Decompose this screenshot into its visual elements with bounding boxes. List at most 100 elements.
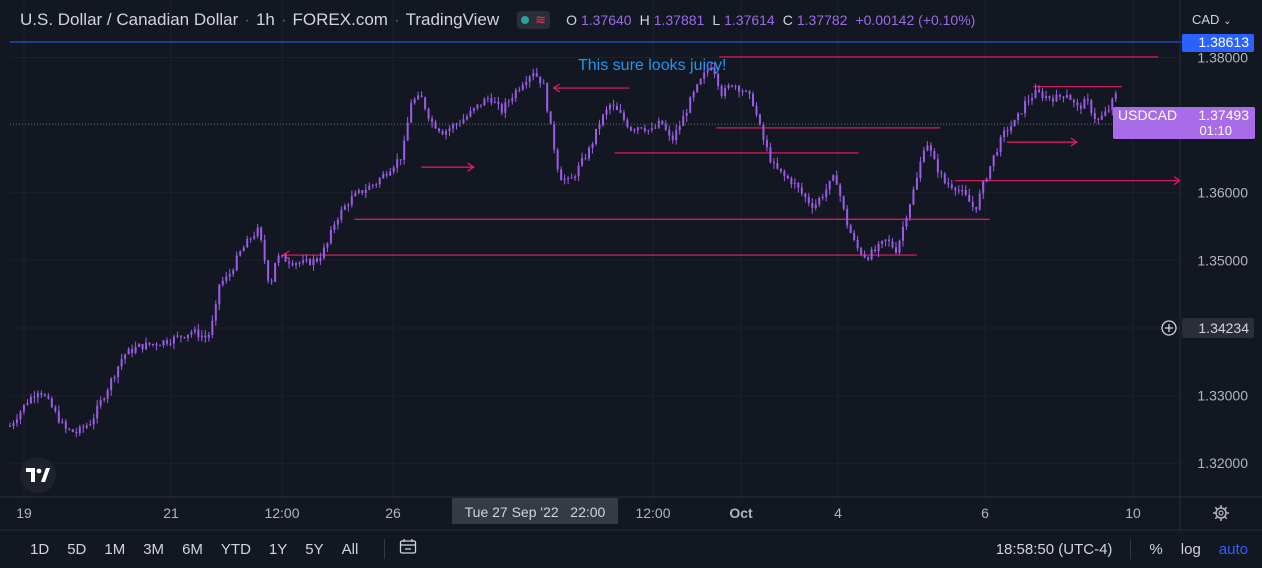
candle-body — [779, 168, 782, 172]
candle-body — [957, 190, 960, 192]
range-all-button[interactable]: All — [341, 540, 359, 558]
market-status[interactable]: ≋ — [517, 11, 551, 29]
candle-body — [814, 204, 817, 209]
high-value: 1.37881 — [653, 12, 705, 28]
log-scale-button[interactable]: log — [1180, 540, 1201, 558]
candle-body — [748, 90, 751, 94]
candle-body — [776, 163, 779, 169]
candle-body — [996, 152, 999, 156]
candle-body — [514, 90, 517, 99]
candle-body — [738, 86, 741, 92]
candle-body — [1034, 89, 1037, 99]
candle-body — [493, 101, 496, 103]
candle-body — [375, 184, 378, 186]
candle-body — [36, 393, 39, 398]
candle-body — [1006, 130, 1009, 132]
tradingview-logo-icon[interactable] — [20, 457, 56, 493]
candle-body — [486, 98, 489, 100]
settings-gear-icon[interactable] — [1213, 505, 1229, 521]
candles — [9, 62, 1117, 438]
auto-scale-button[interactable]: auto — [1218, 540, 1248, 558]
interval[interactable]: 1h — [255, 10, 275, 29]
candle-body — [82, 426, 85, 428]
symbol-name[interactable]: U.S. Dollar / Canadian Dollar — [20, 10, 239, 29]
candle-body — [706, 70, 709, 73]
candle-body — [563, 178, 566, 181]
crosshair-time: Tue 27 Sep '22 22:00 — [465, 504, 606, 520]
range-1d-button[interactable]: 1D — [30, 540, 50, 558]
currency-dropdown[interactable]: CAD ⌄ — [1192, 12, 1231, 27]
range-5y-button[interactable]: 5Y — [305, 540, 324, 558]
candle-body — [654, 127, 657, 129]
candle-body — [950, 184, 953, 188]
candle-body — [549, 111, 552, 125]
candle-body — [849, 225, 852, 233]
candle-body — [570, 177, 573, 179]
candle-body — [277, 255, 280, 263]
candle-body — [699, 78, 702, 85]
separator-dot: · — [393, 10, 400, 29]
range-ytd-button[interactable]: YTD — [220, 540, 251, 558]
candle-body — [92, 418, 95, 425]
candle-body — [239, 251, 242, 256]
candle-body — [420, 95, 423, 98]
candle-body — [1010, 126, 1013, 131]
candle-body — [751, 93, 754, 106]
clock[interactable]: 18:58:50 (UTC-4) — [995, 540, 1113, 558]
date-range-icon[interactable] — [399, 538, 417, 560]
range-1y-button[interactable]: 1Y — [268, 540, 288, 558]
candle-body — [507, 101, 510, 103]
candle-body — [172, 336, 175, 344]
candle-body — [542, 83, 545, 85]
candle-body — [1090, 100, 1093, 114]
range-3m-button[interactable]: 3M — [143, 540, 165, 558]
candle-body — [717, 74, 720, 86]
candle-body — [33, 396, 36, 398]
candle-body — [458, 123, 461, 125]
candle-body — [867, 257, 870, 260]
candle-body — [671, 135, 674, 141]
candle-body — [253, 236, 256, 239]
candle-body — [964, 189, 967, 195]
crosshair-price-tag — [1182, 318, 1254, 338]
candle-body — [427, 108, 430, 119]
candle-body — [371, 184, 374, 186]
drawing-lines[interactable] — [282, 56, 1182, 260]
time-tick-label: 10 — [1125, 505, 1141, 521]
range-5d-button[interactable]: 5D — [67, 540, 87, 558]
candle-body — [225, 276, 228, 281]
candle-body — [364, 189, 367, 194]
bar-countdown: 01:10 — [1199, 123, 1232, 138]
current-price: 1.37493 — [1198, 107, 1249, 123]
candle-body — [535, 73, 538, 77]
annotation-text[interactable]: This sure looks juicy! — [578, 57, 727, 74]
candle-body — [1062, 96, 1065, 98]
chart-header: U.S. Dollar / Canadian Dollar · 1h · FOR… — [0, 0, 1180, 40]
range-6m-button[interactable]: 6M — [182, 540, 203, 558]
percent-scale-button[interactable]: % — [1149, 540, 1163, 558]
candle-body — [1100, 115, 1103, 120]
candle-body — [807, 197, 810, 203]
top-price-tag — [1182, 34, 1254, 52]
candle-body — [117, 366, 120, 378]
add-alert-icon[interactable] — [1161, 320, 1177, 336]
candle-body — [476, 104, 479, 109]
candle-body — [664, 124, 667, 130]
candle-body — [326, 243, 329, 248]
candle-body — [853, 232, 856, 241]
candle-body — [263, 240, 266, 261]
high-label: H — [639, 12, 650, 28]
candle-body — [68, 428, 71, 430]
candle-body — [898, 240, 901, 253]
range-1m-button[interactable]: 1M — [104, 540, 126, 558]
candle-body — [1111, 98, 1114, 110]
candle-body — [319, 258, 322, 262]
candle-body — [235, 255, 238, 271]
candle-body — [731, 85, 734, 87]
time-axis[interactable]: 19 21 12:00 26 12:00 Oct 4 6 10 — [16, 505, 1141, 521]
arrow-right-icon — [467, 162, 475, 172]
candle-body — [783, 171, 786, 176]
time-tick-label: 21 — [163, 505, 179, 521]
